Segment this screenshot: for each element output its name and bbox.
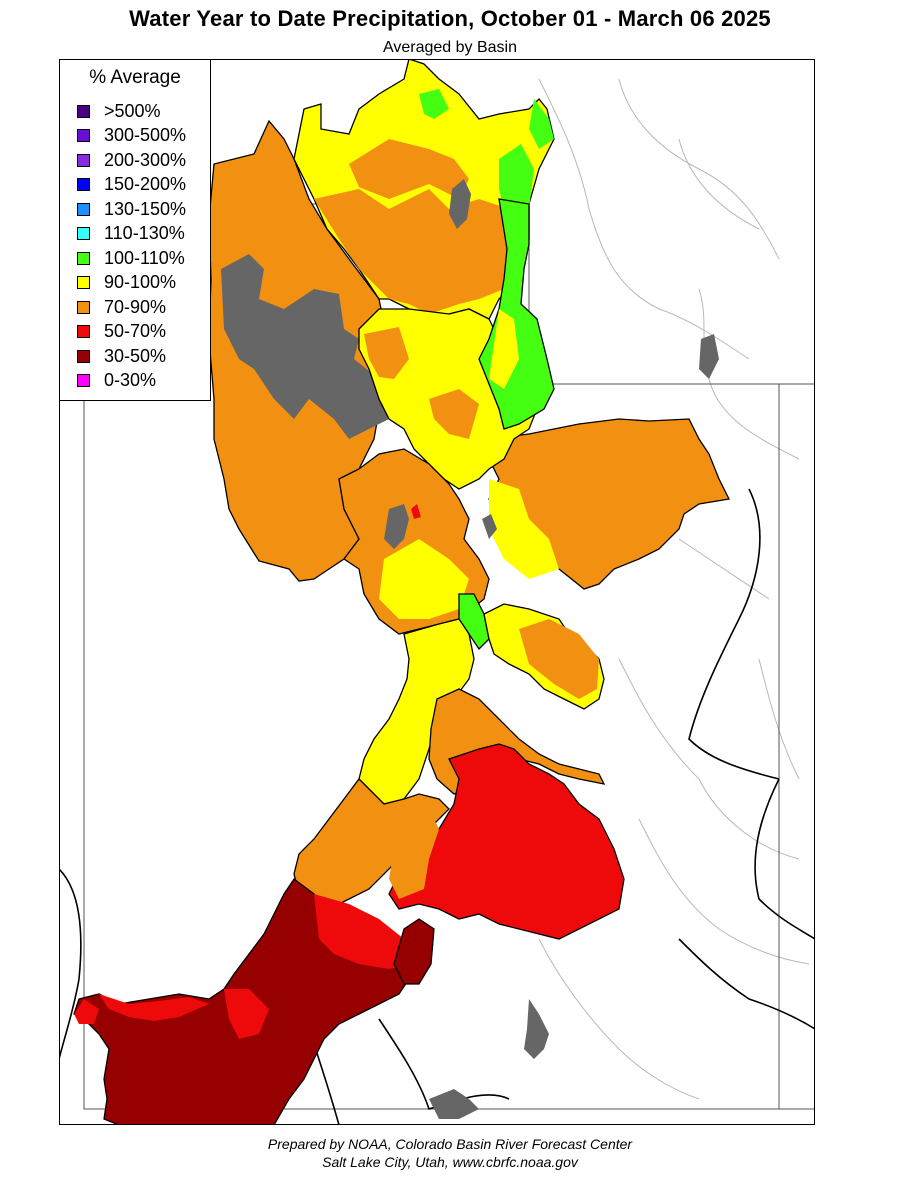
legend-swatch	[77, 349, 90, 363]
legend-item: 300-500%	[77, 125, 186, 147]
legend-label: >500%	[104, 100, 161, 121]
background-rivers	[538, 78, 810, 1100]
legend-swatch	[77, 276, 90, 289]
zone-red-west-tip	[74, 999, 99, 1024]
legend-label: 300-500%	[104, 125, 187, 145]
legend-title: % Average	[89, 67, 181, 88]
zone-green-east-yellow	[489, 309, 519, 389]
zone-yampa-yellow	[489, 479, 559, 579]
legend-label: 100-110%	[104, 247, 185, 268]
zone-red-spot	[411, 504, 421, 519]
legend-swatch	[77, 227, 90, 240]
footer-credit: Prepared by NOAA, Colorado Basin River F…	[267, 1136, 633, 1152]
zone-upper-green-orange	[314, 189, 519, 314]
zone-green-lower-orange	[519, 619, 599, 699]
legend-item: 130-150%	[77, 198, 186, 220]
zone-northeast-green	[529, 99, 554, 149]
legend-label: 70-90%	[104, 296, 167, 317]
zone-upper-colorado-yellow	[379, 539, 469, 619]
map-subtitle: Averaged by Basin	[382, 39, 517, 56]
legend-swatch	[77, 202, 90, 216]
legend-label: 0-30%	[104, 370, 157, 390]
footer-location: Salt Lake City, Utah, www.cbrfc.noaa.gov	[322, 1154, 578, 1170]
legend-item: 100-110%	[77, 247, 185, 269]
legend-label: 150-200%	[104, 174, 187, 194]
zone-duchesne-orange	[364, 327, 409, 379]
legend-swatch	[77, 325, 90, 338]
legend-label: 110-130%	[104, 223, 185, 243]
zone-east-darkred	[393, 918, 435, 985]
legend: % Average >500% 300-500% 200-300% 150-200% 1…	[59, 59, 211, 401]
utah-lake	[384, 504, 409, 549]
legend-item: 0-30%	[77, 370, 156, 392]
legend-swatch	[77, 104, 90, 118]
legend-item: 110-130%	[77, 223, 185, 245]
zone-north-green-small	[419, 89, 449, 119]
legend-label: 200-300%	[104, 149, 187, 170]
zone-virgin-red-3	[224, 989, 269, 1039]
legend-swatch	[77, 129, 90, 142]
legend-swatch	[77, 251, 90, 265]
legend-item: 30-50%	[77, 345, 166, 367]
great-salt-lake	[221, 254, 389, 439]
legend-item: >500%	[77, 100, 161, 122]
legend-label: 130-150%	[104, 198, 187, 219]
legend-item: 150-200%	[77, 174, 186, 196]
zone-virgin-red-2	[99, 994, 209, 1021]
fontenelle-reservoir	[449, 179, 471, 229]
basin-west-orange	[293, 778, 450, 910]
legend-item: 200-300%	[77, 149, 186, 171]
map-frame	[59, 59, 815, 1125]
flaming-gorge-spot	[482, 514, 497, 539]
lake-powell	[429, 1089, 479, 1119]
legend-swatch	[77, 300, 90, 314]
map-title: Water Year to Date Precipitation, Octobe…	[129, 6, 771, 31]
east-reservoir	[699, 334, 719, 379]
zone-escalante-orange	[389, 809, 439, 899]
legend-label: 90-100%	[104, 272, 177, 292]
legend-label: 30-50%	[104, 345, 167, 366]
legend-swatch	[77, 374, 90, 387]
legend-item: 90-100%	[77, 272, 176, 294]
lake-powell-arm	[524, 999, 549, 1059]
legend-swatch	[77, 178, 90, 191]
basin-outlines-outside	[59, 488, 815, 1125]
zone-north-orange-top	[349, 139, 469, 199]
zone-duchesne-orange-2	[429, 389, 479, 439]
legend-swatch	[77, 153, 90, 167]
zone-virgin-red	[314, 894, 409, 969]
legend-label: 50-70%	[104, 321, 167, 341]
precipitation-map	[59, 59, 815, 1125]
legend-item: 70-90%	[77, 296, 166, 318]
legend-item: 50-70%	[77, 321, 166, 343]
